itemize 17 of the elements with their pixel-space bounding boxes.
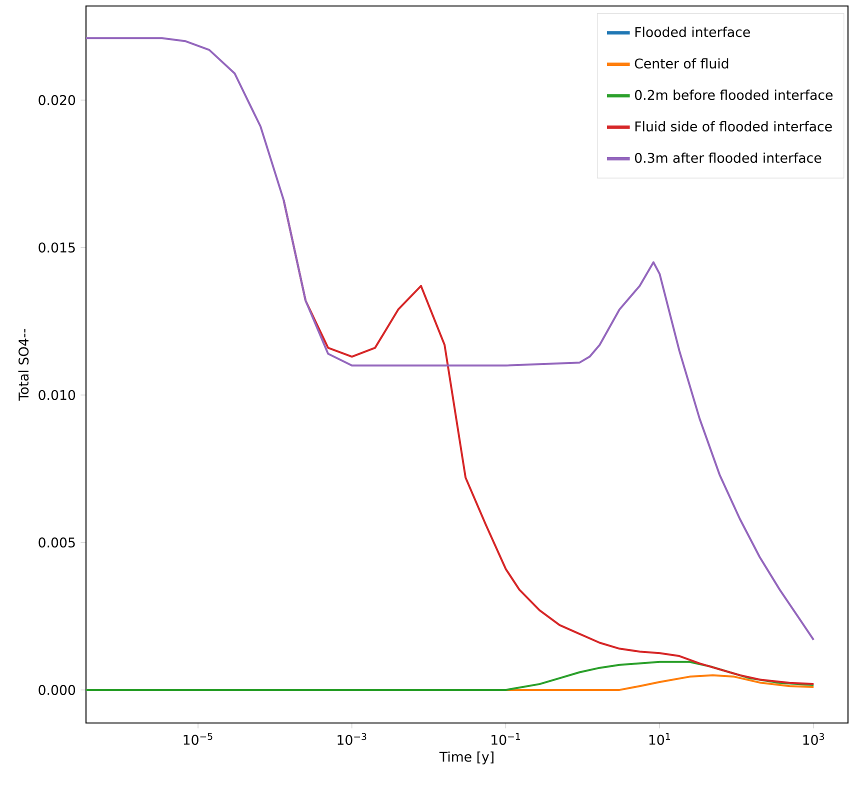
y-tick-label: 0.010 <box>38 390 76 400</box>
y-axis-title: Total SO4-- <box>18 328 29 401</box>
y-tick-label: 0.000 <box>38 684 76 695</box>
x-tick-label: 10$^{−1}$ <box>492 733 520 745</box>
x-axis-title: Time [y] <box>439 751 494 764</box>
x-tick-label: 10$^{−5}$ <box>184 733 212 745</box>
x-tick-label: 10$^{1}$ <box>649 733 670 745</box>
legend-label: Fluid side of flooded interface <box>635 121 832 132</box>
x-tick-label: 10$^{3}$ <box>803 733 824 745</box>
legend-label: Flooded interface <box>635 26 750 38</box>
x-tick-label: 10$^{−3}$ <box>338 733 366 745</box>
legend-label: 0.2m before flooded interface <box>634 90 833 100</box>
y-tick-label: 0.005 <box>38 537 75 548</box>
legend-label: 0.3m after flooded interface <box>634 152 822 163</box>
y-tick-label: 0.020 <box>38 95 76 106</box>
legend-label: Center of fluid <box>634 58 728 69</box>
y-tick-label: 0.015 <box>38 242 75 253</box>
